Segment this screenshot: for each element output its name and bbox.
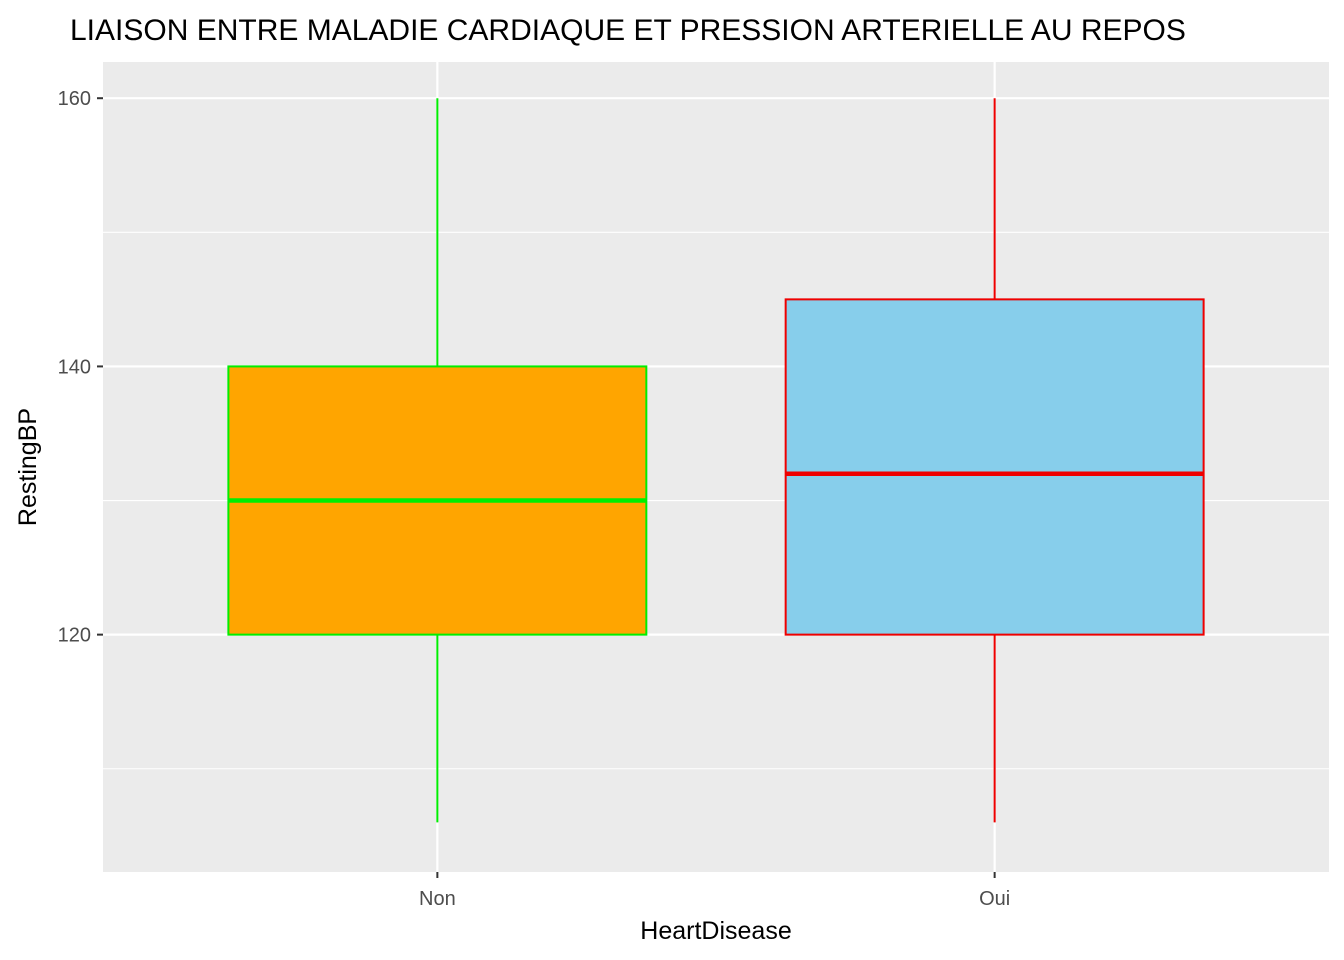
y-axis-title: RestingBP: [14, 408, 42, 526]
x-tick-label: Non: [419, 888, 456, 910]
x-axis: Non Oui: [419, 872, 1010, 910]
box-iqr: [784, 298, 1205, 636]
box-non: [227, 98, 648, 823]
y-tick-label: 140: [58, 356, 91, 378]
x-axis-title: HeartDisease: [640, 917, 791, 945]
boxes-group: [227, 98, 1205, 823]
x-tick-label: Oui: [979, 888, 1010, 910]
y-tick-label: 120: [58, 625, 91, 647]
chart-title: LIAISON ENTRE MALADIE CARDIAQUE ET PRESS…: [70, 14, 1186, 47]
y-axis: 120 140 160: [58, 88, 103, 647]
y-tick-label: 160: [58, 88, 91, 110]
box-oui: [784, 98, 1205, 823]
